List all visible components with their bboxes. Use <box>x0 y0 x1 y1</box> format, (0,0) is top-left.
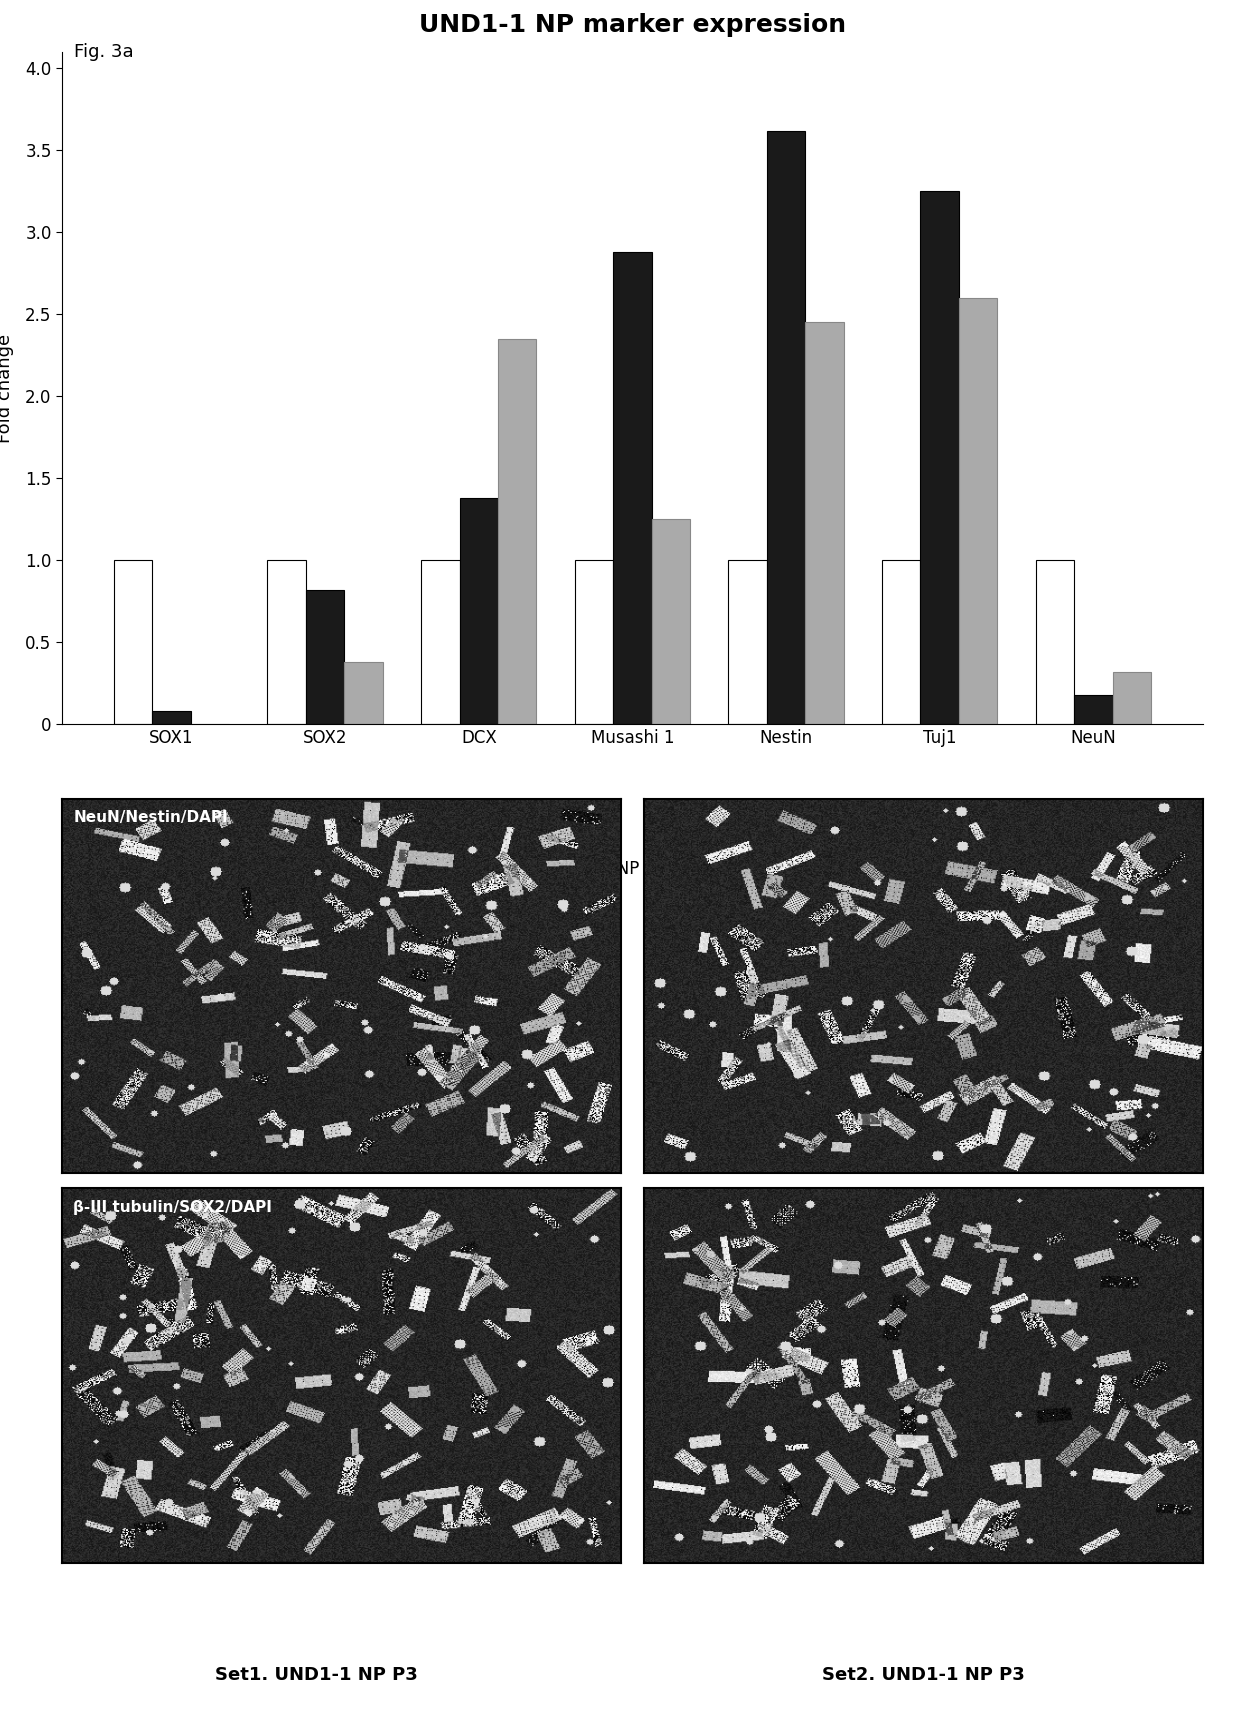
Bar <box>114 560 153 724</box>
Bar <box>882 560 920 724</box>
Title: UND1-1 NP marker expression: UND1-1 NP marker expression <box>419 14 846 38</box>
Text: β-III tubulin/SOX2/DAPI: β-III tubulin/SOX2/DAPI <box>73 1200 272 1214</box>
Bar <box>575 560 614 724</box>
Text: Set2. UND1-1 NP P3: Set2. UND1-1 NP P3 <box>822 1667 1025 1684</box>
Y-axis label: Fold change: Fold change <box>0 333 14 442</box>
Bar <box>651 520 689 724</box>
Bar <box>920 192 959 724</box>
Bar <box>805 323 843 724</box>
Bar <box>1074 694 1112 724</box>
Text: Fig. 3a: Fig. 3a <box>74 43 134 60</box>
Bar <box>959 297 997 724</box>
Bar <box>422 560 460 724</box>
Bar <box>766 131 805 724</box>
Bar <box>498 338 537 724</box>
Bar <box>153 712 191 724</box>
Bar <box>460 497 498 724</box>
Bar <box>345 661 383 724</box>
Bar <box>614 252 651 724</box>
Bar <box>1112 672 1151 724</box>
Bar <box>268 560 306 724</box>
Text: NeuN/Nestin/DAPI: NeuN/Nestin/DAPI <box>73 810 228 826</box>
Bar <box>1035 560 1074 724</box>
Legend: hiPSC_UND1-1, 1# NP UND1-1, 2# NP UND1-1: hiPSC_UND1-1, 1# NP UND1-1, 2# NP UND1-1 <box>360 853 905 886</box>
Bar <box>306 589 345 724</box>
Text: Set1. UND1-1 NP P3: Set1. UND1-1 NP P3 <box>215 1667 418 1684</box>
Bar <box>728 560 766 724</box>
